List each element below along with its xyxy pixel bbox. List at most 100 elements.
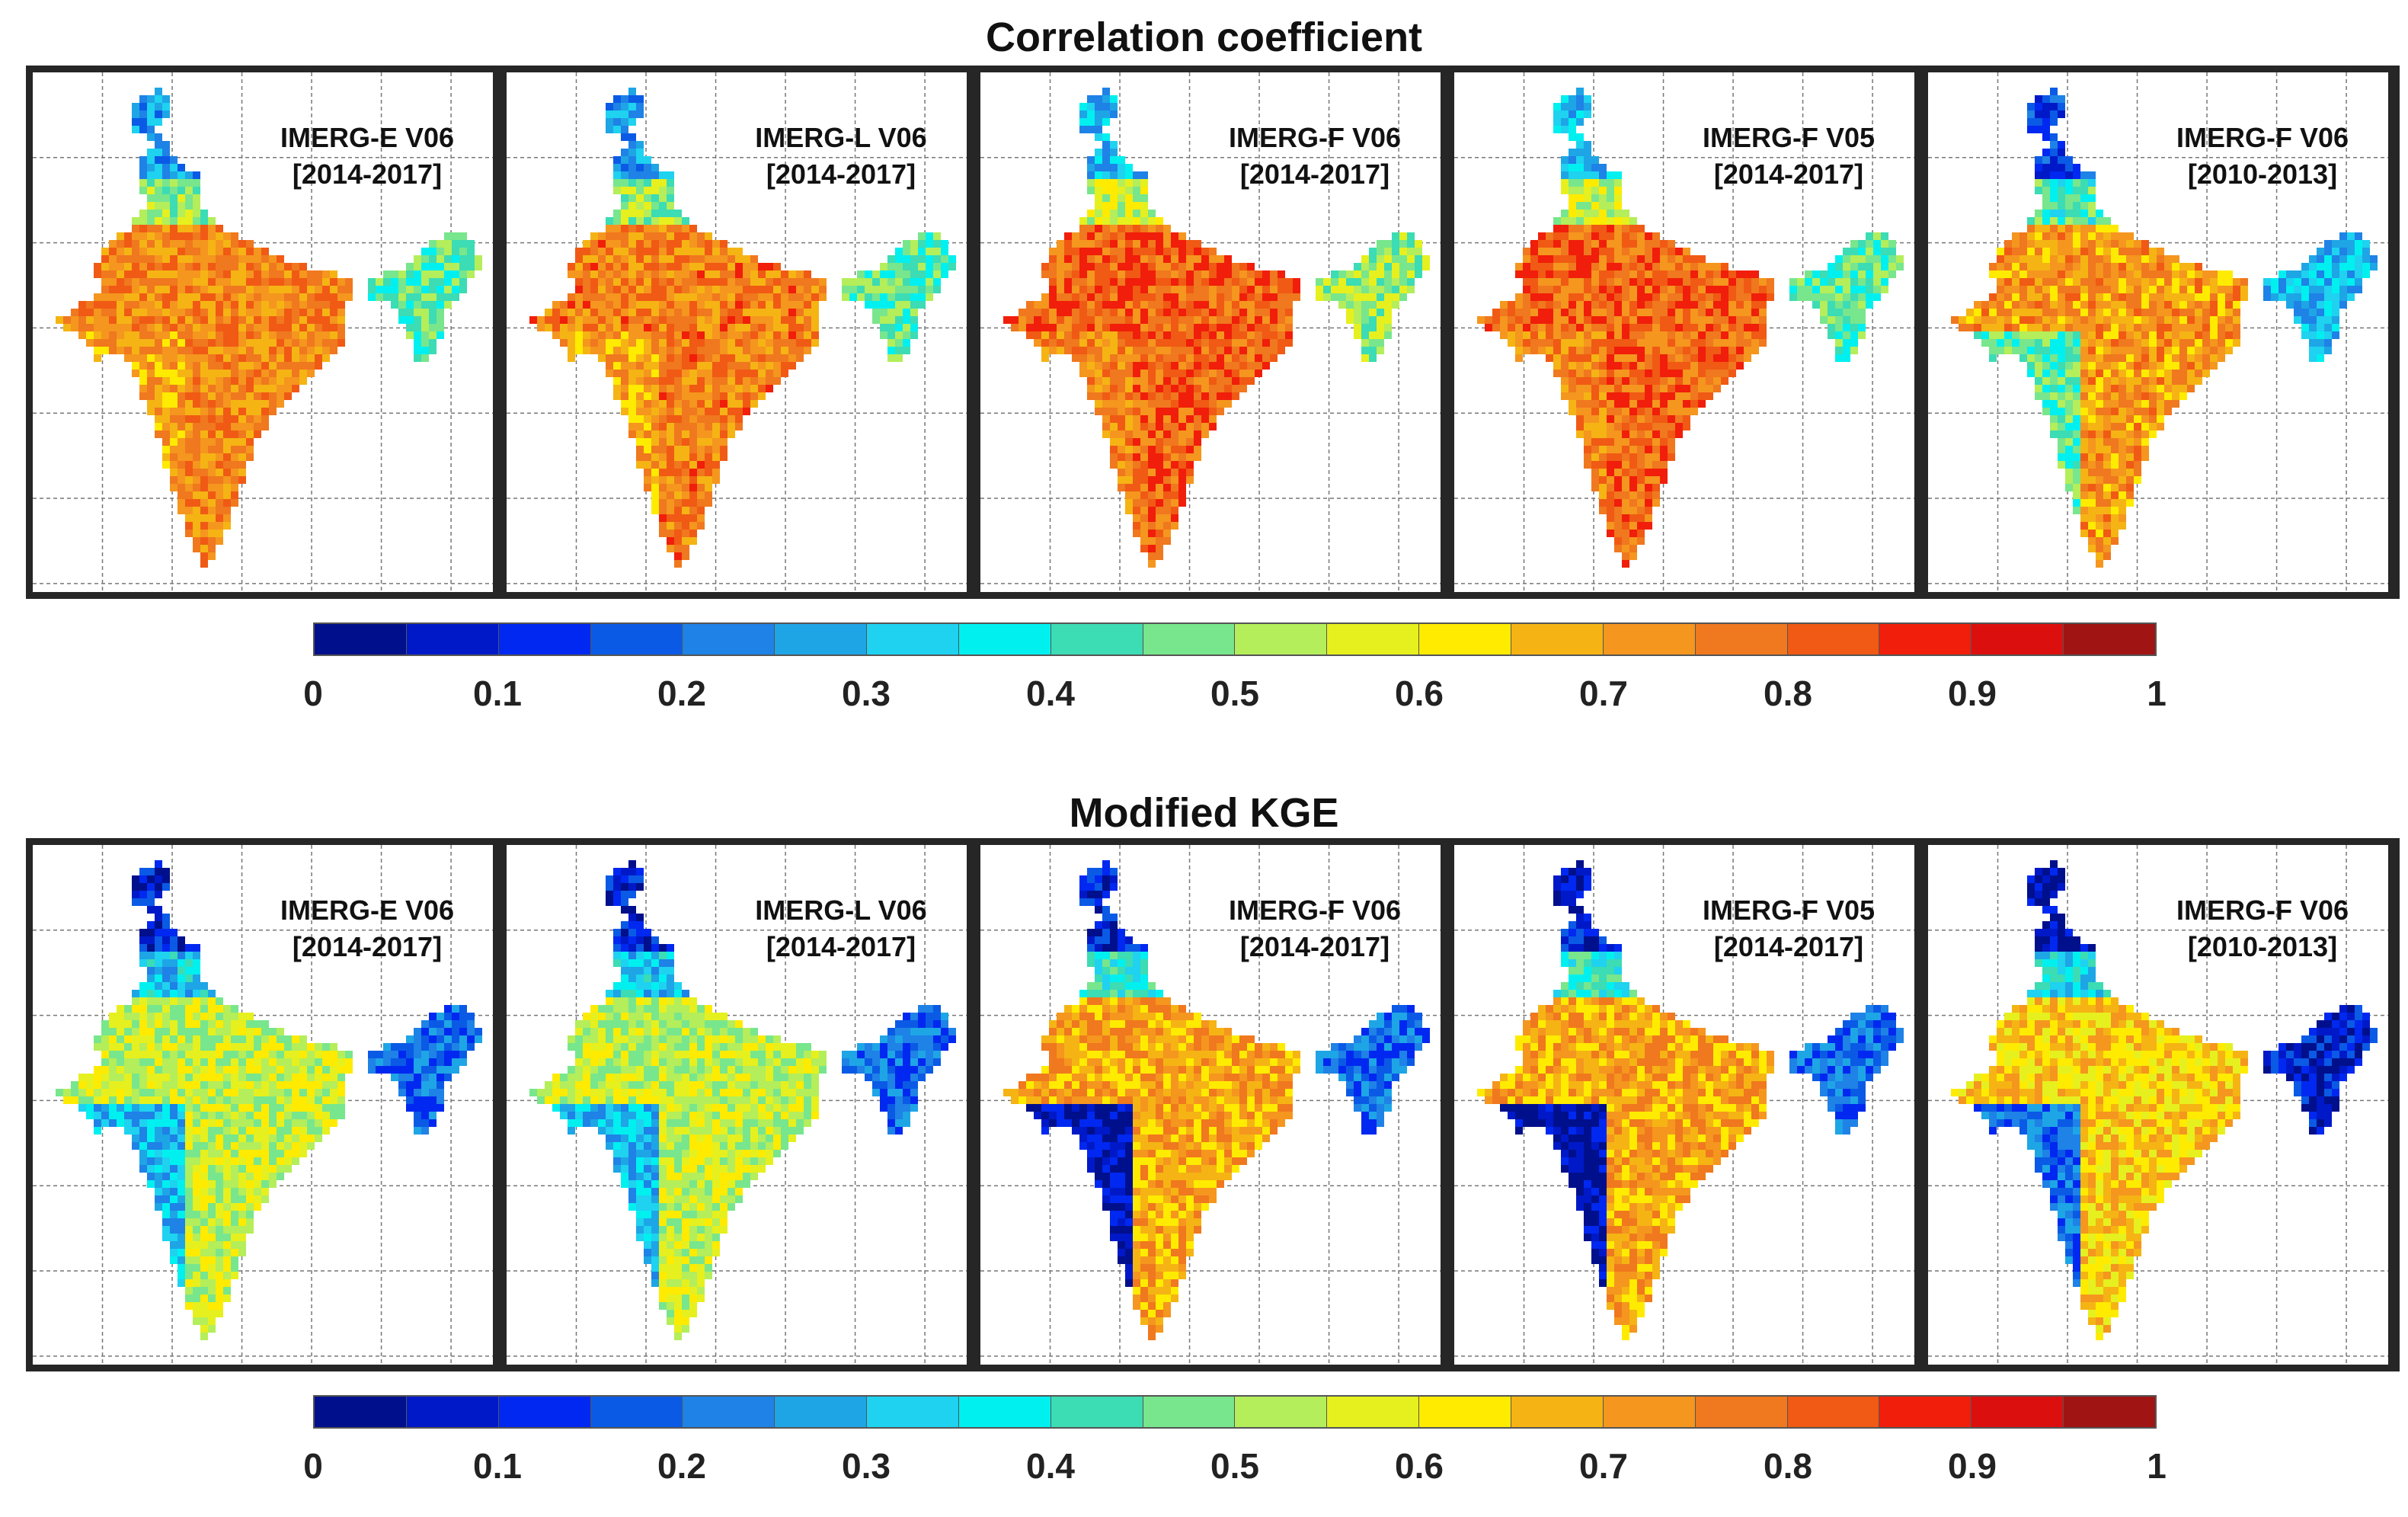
heatmap-cell: [583, 324, 590, 331]
heatmap-cell: [682, 255, 689, 263]
heatmap-cell: [177, 408, 185, 415]
heatmap-cell: [682, 217, 689, 225]
heatmap-cell: [621, 301, 628, 309]
heatmap-cell: [147, 293, 155, 301]
heatmap-cell: [1629, 255, 1637, 263]
heatmap-cell: [1133, 469, 1140, 476]
heatmap-cell: [659, 438, 667, 446]
heatmap-cell: [606, 255, 613, 263]
heatmap-cell: [78, 316, 86, 324]
heatmap-cell: [1614, 316, 1622, 324]
heatmap-cell: [1377, 278, 1384, 286]
heatmap-cell: [1652, 339, 1660, 347]
heatmap-cell: [1399, 240, 1407, 248]
heatmap-cell: [459, 240, 467, 248]
heatmap-cell: [1064, 301, 1072, 309]
heatmap-cell: [575, 270, 583, 278]
heatmap-cell: [910, 240, 918, 248]
heatmap-cell: [628, 149, 636, 156]
heatmap-cell: [177, 179, 185, 187]
heatmap-cell: [1057, 316, 1064, 324]
heatmap-cell: [223, 415, 231, 423]
heatmap-cell: [1629, 438, 1637, 446]
heatmap-cell: [170, 240, 177, 248]
heatmap-cell: [865, 293, 872, 301]
heatmap-cell: [200, 225, 208, 232]
heatmap-cell: [1125, 499, 1133, 507]
heatmap-cell: [1645, 293, 1652, 301]
heatmap-cell: [1186, 354, 1194, 362]
heatmap-cell: [223, 370, 231, 377]
heatmap-cell: [383, 293, 391, 301]
heatmap-cell: [651, 446, 659, 453]
heatmap-cell: [887, 255, 895, 263]
heatmap-cell: [1110, 263, 1118, 270]
heatmap-cell: [1316, 286, 1323, 293]
heatmap-cell: [689, 347, 697, 354]
heatmap-cell: [1607, 232, 1614, 240]
heatmap-cell: [216, 537, 223, 545]
heatmap-cell: [193, 286, 200, 293]
heatmap-cell: [568, 316, 575, 324]
heatmap-cell: [307, 324, 315, 331]
heatmap-cell: [1102, 316, 1110, 324]
heatmap-cell: [155, 293, 162, 301]
heatmap-cell: [1599, 430, 1607, 438]
heatmap-cell: [689, 354, 697, 362]
heatmap-cell: [1163, 286, 1171, 293]
heatmap-cell: [895, 286, 903, 293]
heatmap-cell: [575, 301, 583, 309]
heatmap-cell: [1247, 293, 1255, 301]
heatmap-cell: [2233, 301, 2240, 309]
heatmap-cell: [1377, 248, 1384, 255]
heatmap-cell: [147, 95, 155, 103]
heatmap-cell: [216, 430, 223, 438]
heatmap-cell: [705, 438, 712, 446]
heatmap-cell: [689, 385, 697, 392]
heatmap-cell: [1209, 324, 1217, 331]
heatmap-cell: [1217, 347, 1224, 354]
heatmap-cell: [758, 293, 766, 301]
heatmap-cell: [750, 278, 758, 286]
heatmap-cell: [162, 461, 170, 469]
heatmap-cell: [1599, 278, 1607, 286]
heatmap-cell: [941, 263, 948, 270]
heatmap-cell: [155, 331, 162, 339]
heatmap-cell: [1171, 248, 1178, 255]
heatmap-cell: [1133, 522, 1140, 530]
heatmap-cell: [689, 476, 697, 484]
heatmap-cell: [1645, 476, 1652, 484]
heatmap-cell: [575, 339, 583, 347]
heatmap-cell: [1079, 232, 1087, 240]
heatmap-cell: [2012, 316, 2019, 324]
heatmap-cell: [208, 469, 216, 476]
heatmap-cell: [659, 530, 667, 537]
heatmap-cell: [1508, 324, 1515, 331]
heatmap-cell: [1561, 309, 1569, 316]
heatmap-cell: [1224, 331, 1232, 339]
heatmap-cell: [1599, 438, 1607, 446]
heatmap-cell: [1599, 499, 1607, 507]
heatmap-cell: [2004, 331, 2012, 339]
heatmap-cell: [200, 514, 208, 522]
heatmap-cell: [452, 263, 459, 270]
heatmap-cell: [1637, 301, 1645, 309]
heatmap-cell: [1614, 194, 1622, 202]
heatmap-cell: [315, 301, 322, 309]
heatmap-cell: [223, 255, 231, 263]
heatmap-cell: [1125, 301, 1133, 309]
heatmap-cell: [155, 400, 162, 408]
heatmap-cell: [1584, 187, 1591, 194]
heatmap-cell: [132, 225, 139, 232]
heatmap-cell: [170, 156, 177, 164]
heatmap-cell: [1736, 339, 1744, 347]
heatmap-cell: [1095, 156, 1102, 164]
heatmap-cell: [659, 293, 667, 301]
heatmap-cell: [644, 255, 651, 263]
heatmap-cell: [1866, 286, 1873, 293]
heatmap-cell: [1186, 377, 1194, 385]
heatmap-cell: [124, 324, 132, 331]
heatmap-cell: [1591, 370, 1599, 377]
heatmap-cell: [1728, 362, 1736, 370]
heatmap-cell: [1163, 301, 1171, 309]
